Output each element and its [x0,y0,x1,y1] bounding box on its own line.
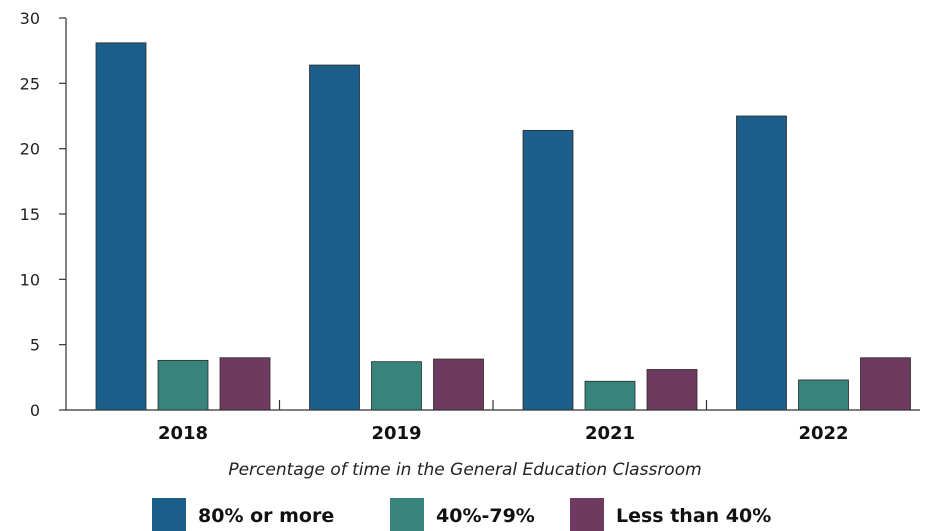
y-axis: 0 5 10 15 20 25 30 [20,9,67,420]
x-tick-label: 2021 [585,423,635,444]
bar-2021-series-0 [522,129,574,411]
y-tick-label: 15 [20,205,40,224]
x-tick-label: 2018 [158,423,208,444]
bar-2018-series-1 [157,359,209,411]
legend-swatch [570,498,604,531]
y-tick-label: 25 [20,74,40,93]
x-axis-label: Percentage of time in the General Educat… [228,460,701,480]
bar-2019-series-2 [433,358,484,411]
y-tick-label: 20 [20,140,40,159]
bar-2022-series-1 [798,379,849,411]
y-tick-label: 10 [20,270,40,289]
x-tick-label: 2022 [798,423,848,444]
y-tick-label: 5 [30,336,40,355]
bar-2021-series-1 [584,380,636,411]
bar-2018-series-0 [95,42,147,411]
legend: 80% or more 40%-79% Less than 40% [152,498,771,531]
bar-2021-series-2 [646,369,698,411]
legend-swatch [152,498,186,531]
y-tick-label: 30 [20,9,40,28]
bar-2022-series-0 [736,115,787,411]
legend-label: Less than 40% [616,505,771,527]
x-tick-label: 2019 [371,423,421,444]
bars [95,42,911,411]
bar-2019-series-1 [371,361,422,411]
legend-label: 40%-79% [436,505,535,527]
bar-2019-series-0 [309,64,360,411]
bar-2022-series-2 [860,357,911,411]
legend-swatch [390,498,424,531]
legend-label: 80% or more [198,505,334,527]
y-tick-label: 0 [30,401,40,420]
bar-2018-series-2 [219,357,271,411]
